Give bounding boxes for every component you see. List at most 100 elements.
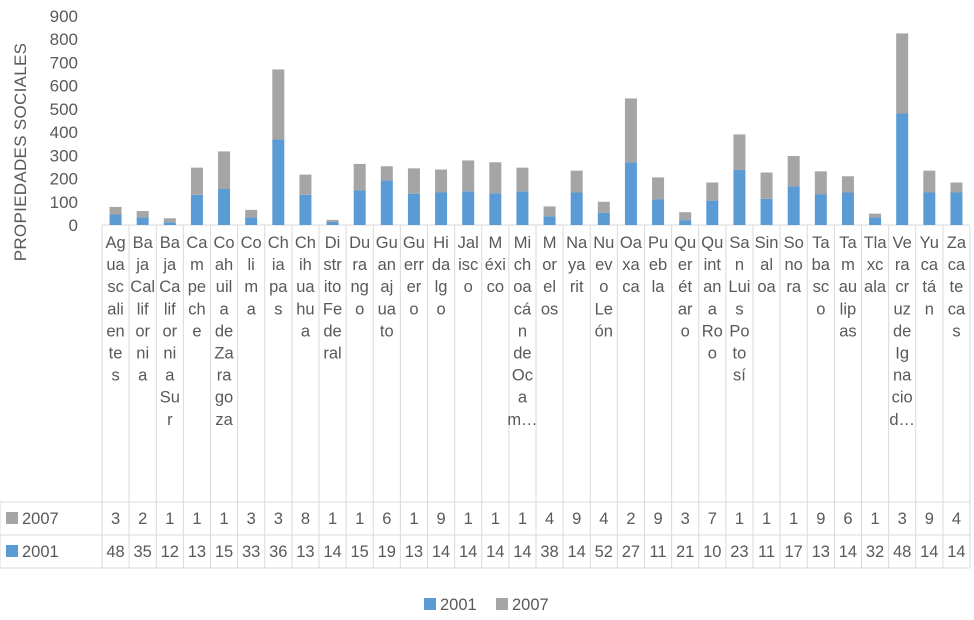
bars <box>109 33 963 225</box>
bar-2001 <box>896 113 909 225</box>
y-tick-labels: 0 100 200 300 400 500 600 700 800 900 <box>50 7 78 235</box>
bar-2007 <box>489 162 502 194</box>
bar-2001 <box>163 222 176 225</box>
bar-2001 <box>380 180 393 225</box>
category-label: Ch ih ua hu a <box>295 234 316 340</box>
table-cell: 6 <box>382 510 391 528</box>
table-cell: 3 <box>111 510 120 528</box>
table-cell: 52 <box>595 543 613 561</box>
category-separators <box>0 224 971 569</box>
bar-2001 <box>462 191 475 225</box>
category-label: Ca m pe ch e <box>186 234 208 340</box>
bar-2007 <box>136 211 149 218</box>
category-label: Tla xc ala <box>864 234 888 296</box>
bar-2001 <box>760 198 773 225</box>
y-tick-label: 600 <box>50 77 78 96</box>
legend-label: 2007 <box>512 596 549 614</box>
table-row-label: 2001 <box>22 543 59 561</box>
table-cell: 10 <box>703 543 721 561</box>
table-cell: 35 <box>134 543 152 561</box>
category-label: Sa n Lui s Po to sí <box>728 234 750 385</box>
bar-2007 <box>869 213 882 218</box>
bar-2007 <box>950 182 963 193</box>
table-cell: 4 <box>952 510 961 528</box>
category-label: Oa xa ca <box>620 234 643 296</box>
bar-2001 <box>353 190 366 225</box>
bar-2001 <box>570 192 583 225</box>
bar-2007 <box>706 182 719 201</box>
table-cell: 7 <box>708 510 717 528</box>
bar-2007 <box>190 167 203 195</box>
bar-2001 <box>489 193 502 225</box>
category-label: Qu er ét ar o <box>674 234 696 340</box>
bar-2001 <box>814 194 827 225</box>
bar-2007 <box>679 212 692 221</box>
data-table: 2007 3 2 1 1 1 3 3 8 1 1 6 1 9 1 1 1 4 9 4 2 9 3 7 1 1 1 9 6 1 3 9 42001… <box>6 510 966 561</box>
bar-2007 <box>272 69 285 140</box>
category-label: Du ra ng o <box>349 234 370 318</box>
category-label: Di str ito Fe de ral <box>323 234 342 363</box>
legend-key-2007 <box>496 598 508 610</box>
y-tick-label: 100 <box>50 193 78 212</box>
table-cell: 1 <box>165 510 174 528</box>
category-label: Hi da lg o <box>432 234 451 318</box>
category-label: Gu an aj ua to <box>376 234 398 340</box>
y-tick-label: 400 <box>50 123 78 142</box>
bar-2001 <box>272 139 285 225</box>
table-cell: 21 <box>676 543 694 561</box>
category-label: Qu int an a Ro o <box>701 234 723 363</box>
bar-2007 <box>353 163 366 191</box>
bar-2001 <box>706 200 719 225</box>
category-label: Ba ja Cal lif or ni a <box>130 234 155 385</box>
bar-2007 <box>435 169 448 193</box>
category-label: Za ca te ca s <box>947 234 967 340</box>
bar-2007 <box>407 168 420 194</box>
table-cell: 1 <box>491 510 500 528</box>
bar-2001 <box>679 220 692 225</box>
table-cell: 48 <box>893 543 911 561</box>
table-cell: 1 <box>735 510 744 528</box>
bar-2007 <box>218 151 231 190</box>
table-cell: 3 <box>898 510 907 528</box>
bar-2007 <box>299 174 312 195</box>
table-cell: 1 <box>789 510 798 528</box>
category-label: Ch ia pa s <box>268 234 289 318</box>
category-label: Pu eb la <box>648 234 668 296</box>
bar-2007 <box>570 170 583 193</box>
bar-2007 <box>245 209 258 218</box>
table-cell: 14 <box>920 543 938 561</box>
table-cell: 11 <box>649 543 666 561</box>
bar-2001 <box>190 194 203 225</box>
table-cell: 4 <box>599 510 608 528</box>
category-label: Gu err er o <box>403 234 425 318</box>
y-tick-label: 200 <box>50 170 78 189</box>
table-cell: 36 <box>269 543 287 561</box>
category-label: So no ra <box>784 234 804 296</box>
y-tick-label: 500 <box>50 100 78 119</box>
y-tick-label: 800 <box>50 30 78 49</box>
bar-2007 <box>787 156 800 187</box>
category-label: Ag ua sc ali en te s <box>105 234 125 385</box>
table-cell: 1 <box>409 510 418 528</box>
category-label: Jal isc o <box>458 234 479 296</box>
bar-2001 <box>869 217 882 225</box>
table-cell: 19 <box>378 543 396 561</box>
bar-2007 <box>923 170 936 193</box>
table-cell: 14 <box>459 543 477 561</box>
table-cell: 12 <box>161 543 179 561</box>
table-cell: 1 <box>870 510 879 528</box>
table-cell: 17 <box>785 543 803 561</box>
bar-2001 <box>787 186 800 225</box>
bar-2007 <box>896 33 909 114</box>
bar-2007 <box>814 171 827 195</box>
table-cell: 2 <box>138 510 147 528</box>
table-cell: 33 <box>242 543 260 561</box>
bar-2001 <box>624 162 637 225</box>
table-cell: 6 <box>843 510 852 528</box>
bar-2007 <box>163 218 176 223</box>
bar-2001 <box>435 192 448 225</box>
bar-2001 <box>950 192 963 225</box>
table-cell: 14 <box>486 543 504 561</box>
